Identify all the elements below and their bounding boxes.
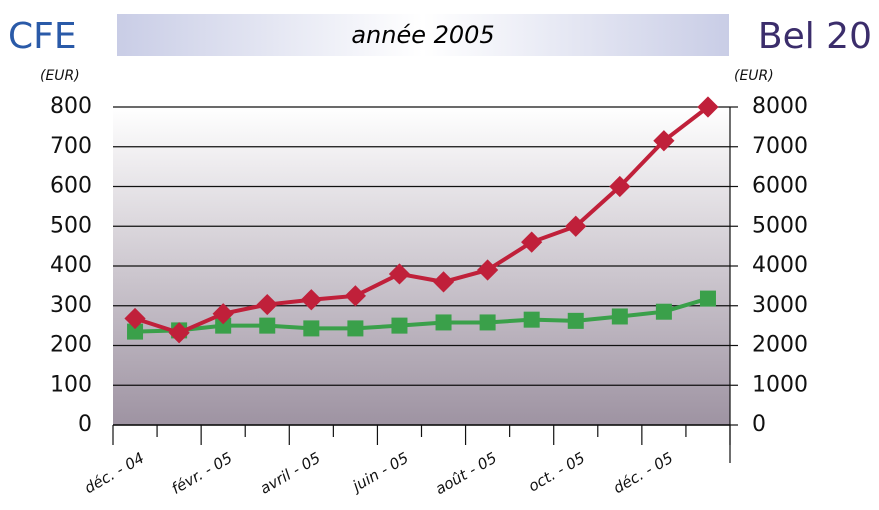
y-tick-label: 300 [50,293,92,318]
y2-tick-label: 5000 [752,213,808,238]
point-marker [347,320,364,337]
x-tick-label: août - 05 [432,449,500,498]
x-tick-label: déc. - 05 [610,449,676,497]
point-marker [697,96,719,118]
point-marker [655,303,672,320]
y-tick-label: 500 [50,213,92,238]
title-banner [117,14,729,56]
y2-tick-label: 3000 [752,293,808,318]
y-tick-label: 600 [50,174,92,199]
y2-tick-label: 7000 [752,134,808,159]
x-tick-label: déc. - 04 [81,449,147,497]
x-tick-label: juin - 05 [348,449,412,496]
point-marker [699,290,716,307]
y2-tick-label: 6000 [752,174,808,199]
right-series-name: Bel 20 [758,16,872,57]
y-tick-label: 800 [50,94,92,119]
y-axis-unit: (EUR) [40,68,80,84]
y-tick-label: 200 [50,333,92,358]
x-tick-label: avril - 05 [257,449,324,498]
y-tick-label: 0 [78,412,92,437]
point-marker [523,311,540,328]
chart-title: année 2005 [351,21,494,49]
point-marker [565,215,587,237]
point-marker [124,307,146,330]
y2-tick-label: 4000 [752,253,808,278]
point-marker [609,175,631,198]
point-marker [391,317,408,334]
x-tick-label: févr. - 05 [168,449,235,498]
y-tick-label: 700 [50,134,92,159]
point-marker [127,323,144,340]
point-marker [653,130,675,152]
point-marker [479,314,496,331]
y2-axis-unit: (EUR) [734,68,774,84]
point-marker [435,314,452,331]
point-marker [521,231,543,253]
y2-tick-label: 0 [752,412,766,437]
y-tick-label: 100 [50,372,92,397]
left-series-name: CFE [8,16,77,57]
point-marker [567,312,584,329]
y-tick-label: 400 [50,253,92,278]
y2-tick-label: 2000 [752,333,808,358]
point-marker [611,308,628,325]
x-tick-label: oct. - 05 [525,449,588,496]
y2-tick-label: 8000 [752,94,808,119]
y2-tick-label: 1000 [752,372,808,397]
point-marker [303,320,320,337]
point-marker [259,317,276,334]
point-marker [215,317,232,334]
